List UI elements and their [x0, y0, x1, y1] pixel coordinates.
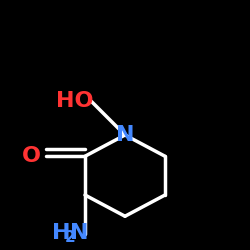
- Text: 2: 2: [64, 230, 76, 244]
- Text: HO: HO: [56, 91, 93, 111]
- Text: O: O: [22, 146, 41, 166]
- Text: H: H: [52, 223, 70, 243]
- Text: N: N: [70, 223, 89, 243]
- Text: N: N: [116, 125, 135, 145]
